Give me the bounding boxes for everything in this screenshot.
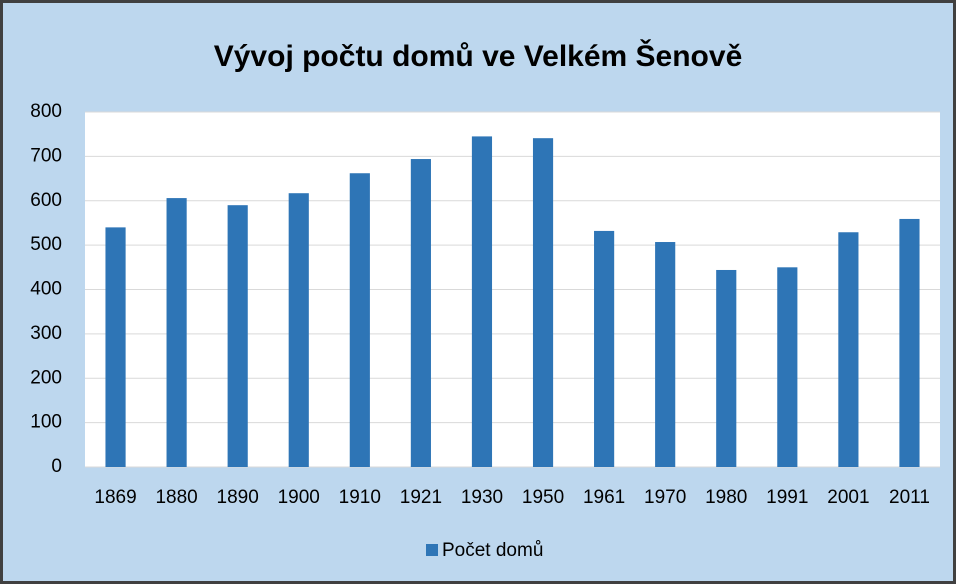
y-tick-label: 400 <box>30 279 62 300</box>
chart-title: Vývoj počtu domů ve Velkém Šenově <box>214 39 743 73</box>
x-tick-label: 1930 <box>461 487 503 508</box>
bar <box>899 218 920 467</box>
x-tick-label: 1921 <box>400 487 442 508</box>
x-tick-label: 1970 <box>644 487 686 508</box>
bar <box>838 232 859 467</box>
x-tick-label: 1869 <box>94 487 136 508</box>
x-tick-label: 1980 <box>705 487 747 508</box>
bar <box>166 198 187 467</box>
y-tick-label: 700 <box>30 145 62 166</box>
x-tick-label: 2011 <box>889 487 930 508</box>
bar <box>410 159 431 467</box>
bar <box>594 230 615 467</box>
y-tick-label: 300 <box>30 323 62 344</box>
x-tick-label: 1890 <box>217 487 259 508</box>
legend-swatch <box>426 544 438 556</box>
bar <box>105 227 126 467</box>
y-tick-label: 500 <box>30 234 62 255</box>
x-tick-label: 1961 <box>583 487 625 508</box>
bar <box>532 138 554 467</box>
bar <box>471 136 493 467</box>
x-tick-label: 1880 <box>155 487 197 508</box>
x-tick-label: 1910 <box>339 487 381 508</box>
y-tick-label: 800 <box>30 101 62 122</box>
legend-label: Počet domů <box>442 540 543 561</box>
bar <box>288 193 309 468</box>
bar <box>349 173 370 468</box>
y-tick-label: 0 <box>51 456 62 477</box>
bar <box>227 205 248 467</box>
x-tick-label: 1950 <box>522 487 564 508</box>
x-tick-label: 1900 <box>278 487 320 508</box>
bar <box>716 269 737 467</box>
x-tick-label: 1991 <box>766 487 808 508</box>
y-tick-label: 100 <box>30 412 62 433</box>
x-tick-label: 2001 <box>827 487 869 508</box>
y-tick-label: 600 <box>30 190 62 211</box>
bar <box>777 267 798 467</box>
bar <box>655 242 676 467</box>
y-tick-label: 200 <box>30 367 62 388</box>
